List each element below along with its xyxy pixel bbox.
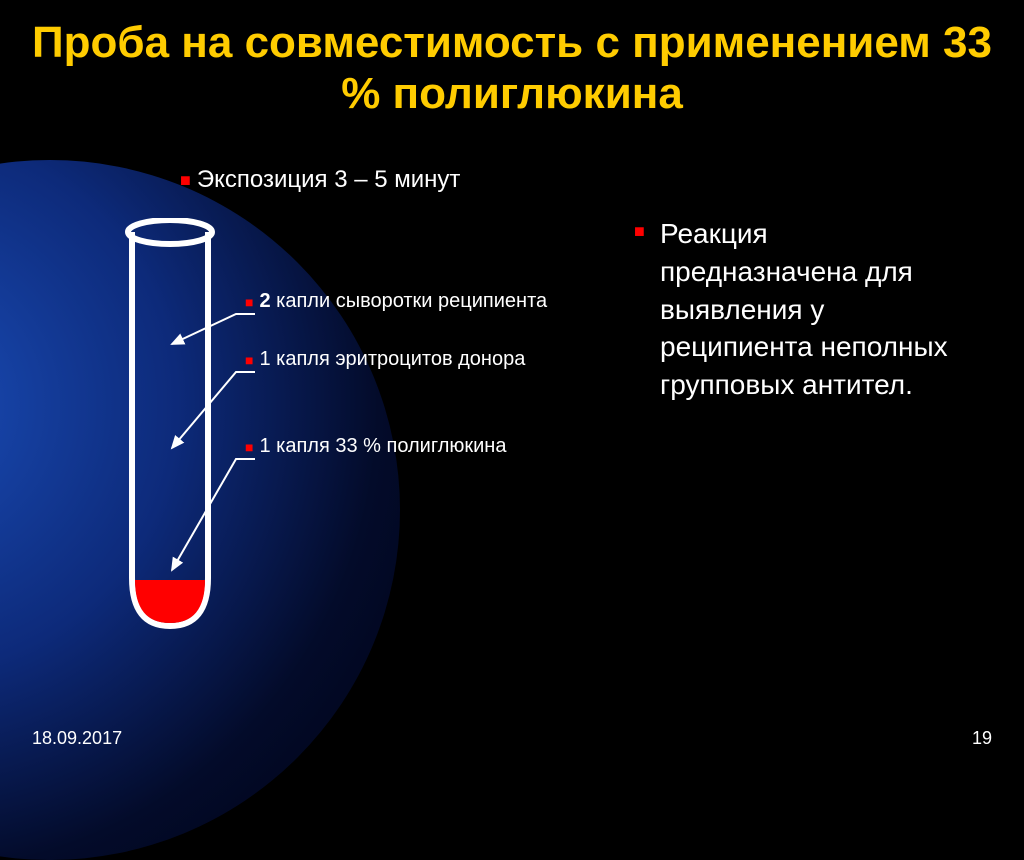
footer-page: 19 xyxy=(972,728,992,749)
footer-date: 18.09.2017 xyxy=(32,728,122,749)
arrow-lines xyxy=(0,0,1024,767)
